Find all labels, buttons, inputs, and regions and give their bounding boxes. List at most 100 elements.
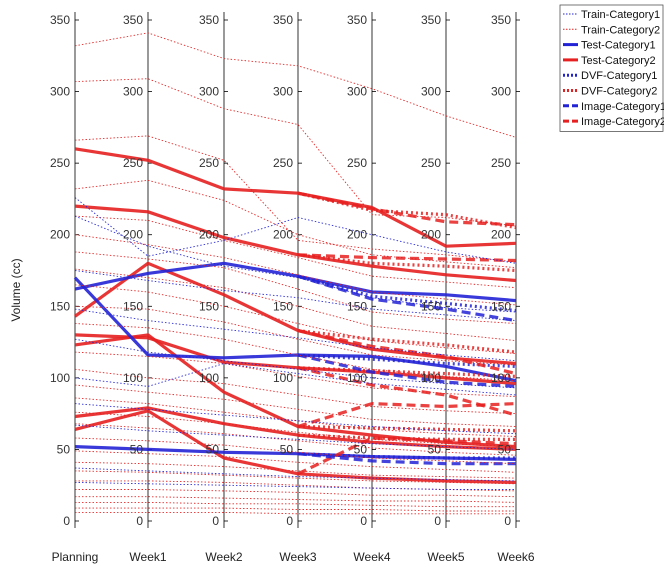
- legend-label-train-category2: Train-Category2: [581, 24, 660, 36]
- y-tick-label: 150: [50, 299, 70, 313]
- legend-label-test-category1: Test-Category1: [581, 40, 656, 52]
- legend-label-train-category1: Train-Category1: [581, 9, 660, 21]
- series-line-train-category2-7: [74, 251, 517, 324]
- y-tick-label: 100: [273, 371, 293, 385]
- y-tick-label: 0: [434, 514, 441, 528]
- y-tick-label: 300: [199, 85, 219, 99]
- y-tick-label: 50: [130, 442, 144, 456]
- y-tick-label: 300: [273, 85, 293, 99]
- y-tick-label: 300: [421, 85, 441, 99]
- series-line-train-category2-27: [75, 511, 516, 515]
- series-line-train-category2-6: [74, 234, 517, 306]
- y-tick-label: 100: [347, 371, 367, 385]
- y-tick-label: 200: [199, 228, 219, 242]
- x-tick-label-week6: Week6: [497, 550, 534, 564]
- y-tick-label: 150: [123, 299, 143, 313]
- series-line-train-category2-3: [74, 135, 517, 263]
- y-tick-label: 250: [347, 156, 367, 170]
- series-line-train-category2-25: [75, 501, 516, 508]
- y-tick-label: 350: [199, 13, 219, 27]
- legend-box: [559, 4, 664, 132]
- series-line-dvf-category1-c: [297, 452, 516, 460]
- y-tick-label: 250: [199, 156, 219, 170]
- y-tick-label: 350: [491, 13, 511, 27]
- y-tick-label: 100: [199, 371, 219, 385]
- y-tick-label: 250: [273, 156, 293, 170]
- y-tick-label: 200: [421, 228, 441, 242]
- legend-label-image-category1: Image-Category1: [581, 101, 664, 113]
- y-tick-label: 350: [50, 13, 70, 27]
- series-line-image-category1-a: [297, 274, 517, 323]
- series-line-train-category2-21: [74, 470, 517, 485]
- y-tick-label: 150: [273, 299, 293, 313]
- legend-label-dvf-category2: DVF-Category2: [581, 86, 657, 98]
- series-line-train-category2-23: [75, 489, 517, 498]
- series-line-train-category1-9: [74, 467, 517, 482]
- series-line-image-category2-b: [297, 253, 517, 263]
- series-line-train-category2-17: [74, 423, 517, 456]
- y-tick-label: 0: [286, 514, 293, 528]
- x-tick-label-week5: Week5: [427, 550, 464, 564]
- series-line-train-category2-13: [74, 368, 517, 415]
- x-tick-label-week4: Week4: [353, 550, 390, 564]
- series-line-train-category2-20: [74, 461, 517, 479]
- series-line-train-category2-4: [74, 179, 517, 269]
- y-tick-label: 250: [50, 156, 70, 170]
- series-line-train-category2-15: [74, 397, 517, 437]
- series-line-dvf-category2-c: [297, 329, 517, 354]
- legend-label-image-category2: Image-Category2: [581, 116, 664, 128]
- y-tick-label: 50: [206, 442, 220, 456]
- y-tick-label: 0: [63, 514, 70, 528]
- y-tick-label: 50: [280, 442, 294, 456]
- series-line-image-category1-b: [297, 353, 517, 388]
- y-tick-label: 0: [212, 514, 219, 528]
- legend[interactable]: Train-Category1 Train-Category2 Test-Categ…: [559, 4, 664, 132]
- series-line-train-category1-8: [74, 424, 517, 450]
- x-tick-label-week1: Week1: [129, 550, 166, 564]
- series-line-train-category2-1: [74, 32, 517, 138]
- series-line-train-category1-7: [74, 403, 517, 435]
- y-tick-label: 150: [491, 299, 511, 313]
- y-tick-label: 0: [504, 514, 511, 528]
- y-tick-label: 250: [421, 156, 441, 170]
- axes-layer: [74, 12, 520, 528]
- series-line-dvf-category2-d: [297, 366, 517, 378]
- y-tick-label: 150: [199, 299, 219, 313]
- y-tick-label: 300: [123, 85, 143, 99]
- series-line-train-category2-11: [74, 323, 517, 382]
- y-tick-label: 350: [347, 13, 367, 27]
- series-line-train-category2-24: [75, 496, 517, 503]
- y-tick-label: 0: [360, 514, 367, 528]
- y-tick-label: 350: [273, 13, 293, 27]
- series-line-image-category1-c: [297, 452, 516, 466]
- legend-label-test-category2: Test-Category2: [581, 55, 656, 67]
- y-tick-label: 200: [273, 228, 293, 242]
- y-tick-label: 100: [50, 371, 70, 385]
- y-tick-label: 350: [123, 13, 143, 27]
- series-line-image-category2-e: [297, 402, 517, 429]
- y-tick-label: 250: [123, 156, 143, 170]
- series-line-train-category1-6: [74, 363, 517, 396]
- series-line-train-category2-2: [74, 78, 517, 227]
- y-tick-label: 50: [57, 442, 71, 456]
- y-tick-label: 200: [50, 228, 70, 242]
- y-tick-label: 200: [123, 228, 143, 242]
- series-line-train-category2-12: [74, 351, 517, 397]
- y-tick-label: 200: [347, 228, 367, 242]
- series-line-dvf-category1-b: [297, 353, 517, 368]
- series-line-dvf-category2-e: [297, 424, 517, 433]
- series-line-train-category1-10: [74, 481, 516, 490]
- y-tick-label: 300: [50, 85, 70, 99]
- x-tick-label-planning: Planning: [52, 550, 99, 564]
- y-tick-label: 50: [498, 442, 512, 456]
- series-line-train-category2-5: [74, 215, 517, 289]
- y-tick-label: 150: [347, 299, 367, 313]
- series-line-train-category2-18: [74, 437, 517, 465]
- series-line-train-category1-4: [74, 308, 517, 362]
- y-tick-label: 200: [491, 228, 511, 242]
- series-line-image-category2-f: [297, 436, 517, 476]
- y-tick-label: 50: [354, 442, 368, 456]
- x-tick-label-week3: Week3: [279, 550, 316, 564]
- y-tick-label: 50: [428, 442, 442, 456]
